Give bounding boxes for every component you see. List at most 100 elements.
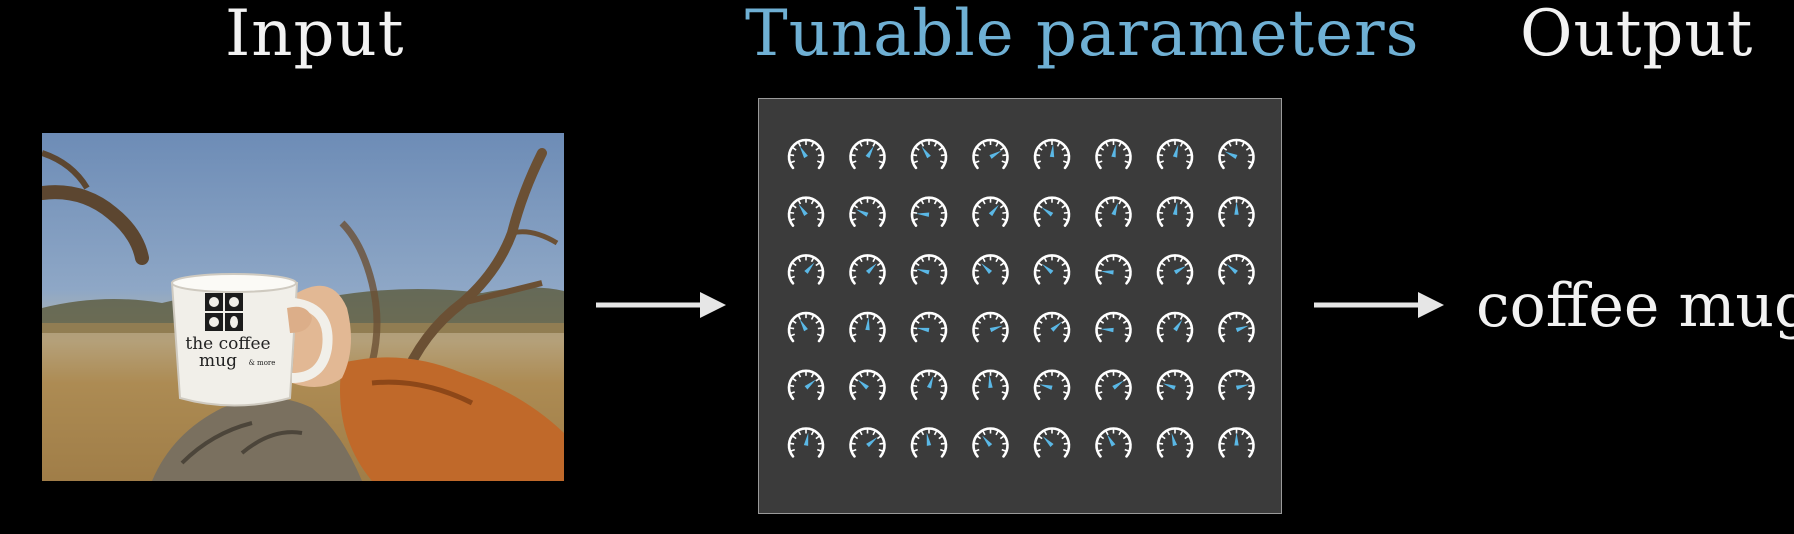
- dial-needle: [866, 437, 878, 448]
- parameter-dial[interactable]: [1033, 254, 1071, 285]
- parameter-dial[interactable]: [1156, 427, 1194, 458]
- parameter-dial[interactable]: [849, 369, 886, 401]
- dial-needle: [989, 150, 1002, 159]
- dial-needle: [1172, 201, 1178, 216]
- parameter-dial[interactable]: [910, 196, 948, 227]
- dial-needle: [1112, 380, 1125, 390]
- parameter-dial[interactable]: [787, 138, 825, 170]
- dial-needle: [1039, 384, 1053, 390]
- dial-needle: [988, 204, 999, 217]
- dial-needle: [804, 379, 816, 390]
- parameter-dial[interactable]: [1218, 138, 1255, 170]
- dial-needle: [857, 379, 869, 390]
- dial-needle: [916, 212, 930, 217]
- dial-needle: [799, 318, 808, 332]
- dial-needle: [988, 374, 993, 388]
- dial-needle: [1224, 151, 1238, 159]
- mug-logo-text: the coffee: [185, 334, 271, 354]
- parameter-dial[interactable]: [1218, 196, 1255, 227]
- dial-needle: [1172, 144, 1179, 158]
- parameter-dial[interactable]: [910, 427, 948, 458]
- dial-needle: [926, 432, 932, 446]
- parameter-dial[interactable]: [1095, 369, 1132, 401]
- parameter-dial[interactable]: [1156, 369, 1194, 401]
- parameter-dial[interactable]: [1033, 138, 1071, 170]
- photo-scene: [42, 148, 564, 481]
- arrow-right-icon: [1314, 292, 1444, 318]
- parameter-dial[interactable]: [1218, 427, 1255, 458]
- dial-needle: [989, 325, 1003, 333]
- parameter-dial[interactable]: [910, 254, 948, 285]
- dial-needle: [1042, 436, 1054, 448]
- dial-needle: [1173, 265, 1187, 275]
- dial-needle: [865, 317, 870, 331]
- parameter-dial[interactable]: [1095, 311, 1132, 343]
- dial-needle: [982, 435, 993, 447]
- dial-needle: [865, 145, 874, 159]
- parameter-dial[interactable]: [849, 427, 886, 458]
- parameter-dial[interactable]: [1156, 138, 1194, 170]
- parameter-dial[interactable]: [1218, 369, 1255, 401]
- dial-needle: [1050, 321, 1062, 332]
- parameter-dial[interactable]: [972, 369, 1009, 401]
- output-heading: Output: [1520, 0, 1754, 71]
- parameter-dial[interactable]: [849, 138, 886, 170]
- parameter-dial[interactable]: [849, 196, 886, 227]
- parameter-dial[interactable]: [1218, 254, 1255, 285]
- tunable-parameters-heading: Tunable parameters: [745, 0, 1420, 71]
- parameter-dial[interactable]: [972, 427, 1009, 458]
- arrow-right-icon: [596, 292, 726, 318]
- tunable-parameters-panel: [758, 98, 1282, 514]
- parameter-dial[interactable]: [787, 196, 825, 227]
- parameter-dial[interactable]: [1033, 311, 1071, 343]
- dial-needle: [1111, 202, 1118, 216]
- mug-logo-text-2: mug: [199, 351, 237, 371]
- dial-needle: [1171, 432, 1178, 447]
- parameter-dial[interactable]: [787, 369, 825, 401]
- dial-needle: [916, 269, 930, 275]
- dial-needle: [1049, 144, 1055, 158]
- dial-needle: [1235, 325, 1249, 333]
- dial-needle: [1234, 201, 1239, 215]
- parameter-dial[interactable]: [972, 254, 1009, 285]
- dial-needle: [855, 209, 869, 217]
- parameter-dial[interactable]: [1218, 311, 1255, 343]
- dial-needle: [1162, 383, 1176, 390]
- parameter-dial[interactable]: [910, 311, 948, 343]
- parameter-dial[interactable]: [1095, 427, 1132, 458]
- parameter-dial[interactable]: [787, 254, 825, 285]
- dial-needle: [799, 145, 808, 159]
- dial-needle: [865, 263, 877, 274]
- parameter-dial[interactable]: [1095, 196, 1132, 227]
- parameter-dial[interactable]: [910, 138, 948, 170]
- dial-needle: [1042, 264, 1054, 275]
- dial-needle: [1111, 144, 1116, 158]
- parameter-dial[interactable]: [910, 369, 948, 401]
- parameter-dial[interactable]: [1095, 138, 1132, 170]
- parameter-dial[interactable]: [1095, 254, 1132, 285]
- parameter-dial[interactable]: [1156, 311, 1194, 343]
- parameter-dial[interactable]: [1033, 427, 1071, 458]
- dial-needle: [1041, 207, 1054, 217]
- dial-needle: [1107, 434, 1116, 447]
- parameter-dial[interactable]: [972, 138, 1009, 170]
- parameter-dial[interactable]: [1033, 196, 1071, 227]
- parameter-dial[interactable]: [1156, 254, 1194, 285]
- mug-logo-small-text: & more: [248, 359, 276, 367]
- output-label: coffee mug: [1476, 271, 1794, 341]
- parameter-dial[interactable]: [849, 311, 886, 343]
- parameter-dial[interactable]: [787, 427, 825, 458]
- parameter-dial[interactable]: [1156, 196, 1194, 227]
- parameter-dial[interactable]: [787, 311, 825, 343]
- parameter-dial[interactable]: [972, 196, 1009, 227]
- parameter-dial[interactable]: [972, 311, 1009, 343]
- dial-needle: [921, 146, 931, 159]
- parameter-dial[interactable]: [849, 254, 886, 285]
- dial-needle: [1226, 264, 1238, 275]
- dial-needle: [804, 262, 815, 274]
- dial-needle: [1235, 384, 1250, 390]
- parameter-dial[interactable]: [1033, 369, 1071, 401]
- input-photo-coffee-mug: the coffee mug & more: [42, 133, 564, 481]
- dial-needle: [798, 204, 808, 216]
- input-heading: Input: [225, 0, 405, 71]
